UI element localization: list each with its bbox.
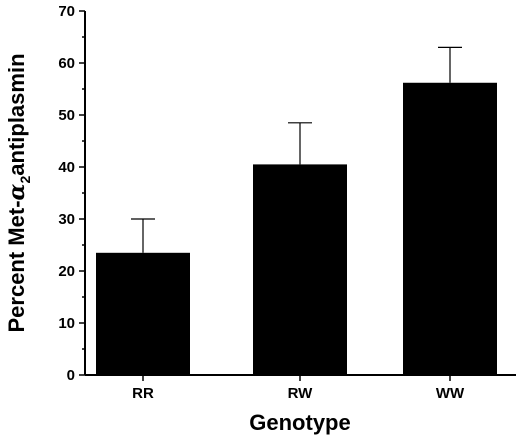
x-tick-label-rr: RR: [132, 385, 154, 402]
y-tick-label: 70: [58, 3, 75, 20]
y-axis-title-subscript: 2: [17, 176, 33, 184]
y-tick-label: 0: [67, 367, 75, 384]
y-tick-label: 20: [58, 263, 75, 280]
x-tick-label-rw: RW: [288, 385, 314, 402]
y-axis-title-greek: α: [4, 183, 30, 200]
y-tick-label: 60: [58, 55, 75, 72]
y-ticks-group: 0 10 20 30 40 50 60 70: [58, 3, 85, 384]
y-tick-label: 40: [58, 159, 75, 176]
y-tick-label: 30: [58, 211, 75, 228]
x-tick-label-ww: WW: [436, 385, 465, 402]
bar-ww: [403, 82, 497, 375]
bar-rw: [253, 164, 347, 375]
x-axis-title: Genotype: [249, 410, 350, 435]
y-axis-title-before: Percent Met-: [4, 200, 29, 332]
y-axis-title: Percent Met-α2antiplasmin: [4, 53, 33, 332]
x-ticks-group: RR RW WW: [132, 375, 465, 402]
bars-group: [96, 82, 497, 375]
error-bars-group: [131, 46, 462, 253]
y-tick-label: 10: [58, 315, 75, 332]
y-tick-label: 50: [58, 107, 75, 124]
bar-rr: [96, 252, 190, 375]
y-axis-title-after: antiplasmin: [4, 53, 29, 175]
